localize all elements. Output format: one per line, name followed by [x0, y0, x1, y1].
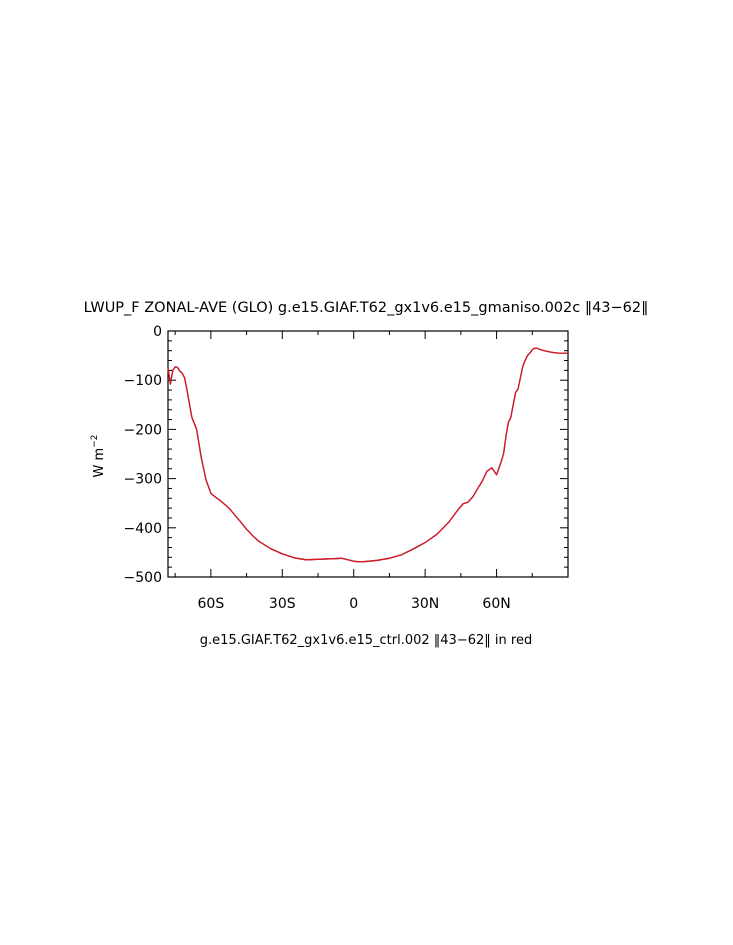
y-tick-label: −500	[124, 570, 162, 586]
x-axis: 60S 30S 0 30N 60N	[174, 331, 533, 612]
chart-title: LWUP_F ZONAL-AVE (GLO) g.e15.GIAF.T62_gx…	[84, 300, 649, 316]
series-line-2	[167, 347, 568, 563]
x-tick-label: 0	[349, 596, 358, 612]
y-axis: 0 −100 −200 −300 −400 −500	[124, 324, 568, 586]
series-lines	[167, 347, 568, 563]
y-tick-label: −400	[124, 521, 162, 537]
x-tick-label: 60N	[482, 596, 510, 612]
y-axis-label-unit: W m	[92, 448, 107, 478]
x-axis-label: g.e15.GIAF.T62_gx1v6.e15_ctrl.002 ‖43−62…	[200, 633, 532, 648]
y-tick-label: −100	[124, 373, 162, 389]
y-tick-label: −300	[124, 472, 162, 488]
series-line-1	[167, 347, 568, 563]
y-tick-label: 0	[153, 324, 162, 340]
x-tick-label: 30S	[269, 596, 296, 612]
x-tick-label: 30N	[411, 596, 439, 612]
y-axis-label: W m−2	[90, 435, 107, 478]
plot-area	[167, 330, 569, 578]
y-axis-label-exponent: −2	[90, 435, 100, 448]
x-tick-label: 60S	[198, 596, 225, 612]
y-tick-label: −200	[124, 422, 162, 438]
plot-frame	[167, 330, 569, 578]
